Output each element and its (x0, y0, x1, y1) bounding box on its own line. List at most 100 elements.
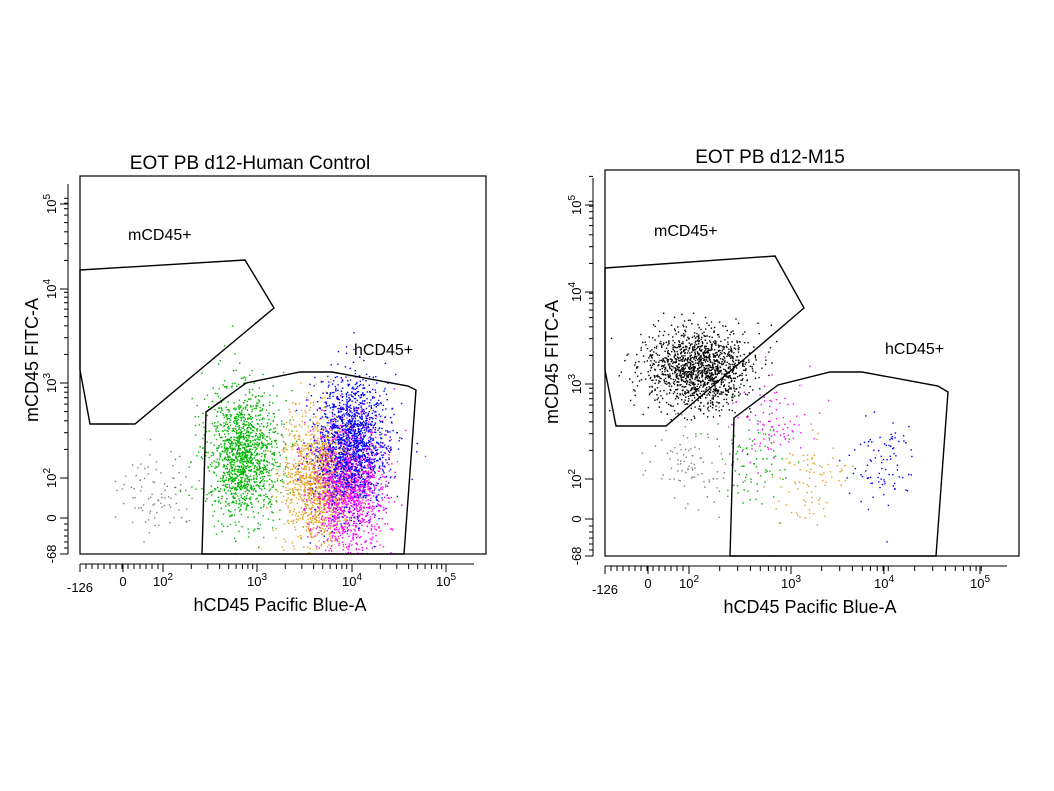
event-dot (296, 443, 298, 445)
event-dot (306, 488, 309, 491)
event-dot (216, 466, 218, 468)
event-dot (363, 484, 365, 487)
event-dot (216, 450, 218, 452)
event-dot (341, 453, 343, 455)
event-dot (248, 424, 250, 426)
event-dot (348, 462, 350, 464)
event-dot (217, 447, 219, 449)
event-dot (301, 450, 304, 452)
event-dot (319, 513, 321, 515)
event-dot (316, 426, 319, 429)
event-dot (228, 452, 231, 454)
event-dot (377, 429, 379, 431)
event-dot (319, 526, 321, 529)
event-dot (333, 510, 335, 513)
event-dot (258, 400, 260, 403)
event-dot (250, 445, 253, 447)
event-dot (318, 447, 320, 449)
event-dot (314, 447, 317, 449)
event-dot (134, 497, 136, 499)
event-dot (364, 540, 366, 542)
event-dot (221, 459, 224, 461)
event-dot (348, 482, 350, 484)
event-dot (249, 478, 251, 481)
event-dot (373, 484, 375, 486)
event-dot (246, 481, 248, 483)
event-dot (358, 428, 360, 430)
event-dot (224, 386, 226, 388)
event-dot (330, 505, 333, 508)
event-dot (265, 426, 268, 428)
event-dot (340, 459, 342, 462)
event-dot (231, 493, 233, 495)
event-dot (302, 477, 304, 479)
event-dot (347, 500, 350, 502)
event-dot (320, 462, 322, 464)
event-dot (370, 542, 372, 545)
event-dot (319, 501, 321, 503)
event-dot (300, 489, 302, 491)
event-dot (329, 443, 332, 445)
event-dot (221, 495, 223, 498)
event-dot (363, 530, 365, 532)
event-dot (326, 445, 328, 447)
event-dot (347, 495, 349, 497)
event-dot (331, 497, 334, 499)
event-dot (249, 466, 251, 468)
event-dot (220, 411, 222, 413)
event-dot (242, 407, 245, 409)
event-dot (319, 498, 321, 500)
event-dot (212, 387, 214, 389)
event-dot (331, 484, 334, 486)
event-dot (298, 402, 301, 405)
event-dot (333, 507, 336, 509)
event-dot (370, 431, 372, 433)
event-dot (379, 476, 382, 479)
event-dot (358, 527, 361, 529)
event-dot (347, 496, 349, 499)
event-dot (285, 500, 288, 502)
event-dot (354, 397, 357, 400)
event-dot (363, 489, 365, 491)
event-dot (321, 515, 323, 518)
event-dot (378, 465, 381, 467)
event-dot (289, 419, 291, 421)
event-dot (325, 480, 327, 482)
event-dot (381, 518, 383, 520)
event-dot (322, 474, 324, 476)
event-dot (308, 496, 311, 499)
event-dot (231, 466, 233, 468)
event-dot (272, 412, 275, 415)
event-dot (352, 514, 354, 516)
event-dot (333, 523, 335, 525)
event-dot (312, 477, 315, 479)
event-dot (335, 436, 338, 439)
event-dot (246, 456, 248, 458)
event-dot (261, 447, 263, 449)
event-dot (249, 461, 251, 463)
event-dot (230, 511, 232, 513)
event-dot (329, 457, 331, 459)
event-dot (233, 429, 235, 432)
event-dot (355, 481, 357, 483)
event-dot (282, 441, 285, 443)
event-dot (244, 424, 246, 426)
event-dot (259, 406, 261, 409)
event-dot (387, 445, 390, 447)
event-dot (238, 485, 240, 487)
event-dot (226, 498, 228, 500)
event-dot (279, 465, 281, 467)
event-dot (246, 460, 248, 462)
event-dot (284, 443, 287, 445)
event-dot (230, 472, 233, 474)
event-dot (211, 451, 213, 454)
event-dot (270, 423, 272, 425)
event-dot (375, 534, 377, 537)
event-dot (245, 377, 247, 379)
event-dot (324, 482, 327, 484)
event-dot (253, 427, 256, 429)
event-dot (351, 467, 353, 470)
event-dot (155, 461, 158, 463)
event-dot (174, 458, 177, 461)
event-dot (241, 501, 243, 504)
